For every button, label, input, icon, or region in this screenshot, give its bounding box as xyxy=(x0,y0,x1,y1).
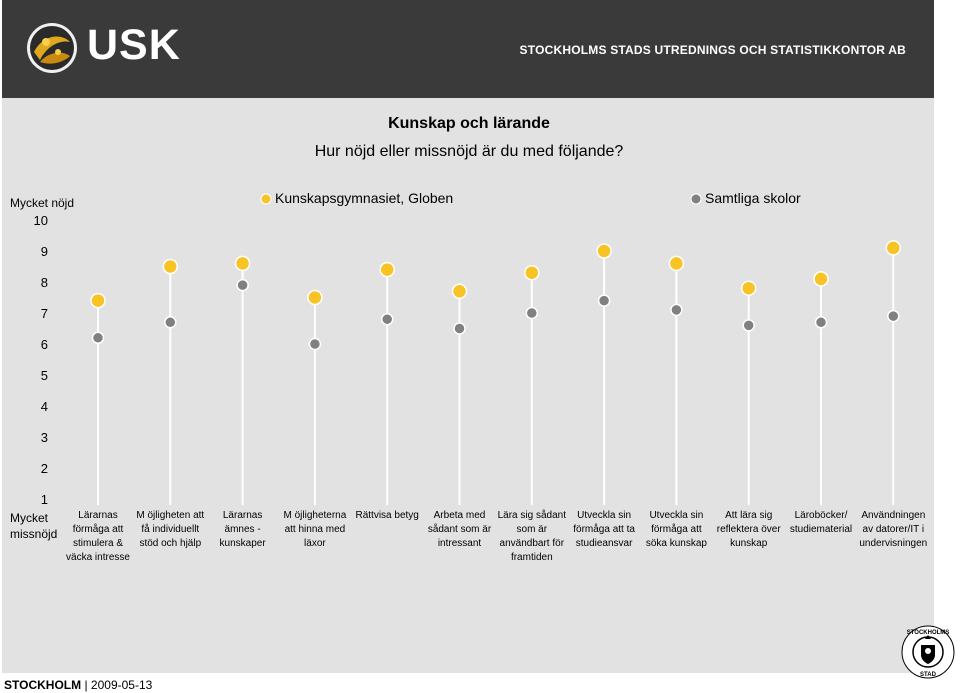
point-samtliga-skolor xyxy=(380,312,394,326)
legend-marker xyxy=(260,193,272,205)
chart-panel xyxy=(2,98,934,673)
point-samtliga-skolor xyxy=(887,309,900,323)
category-label: Läroböcker/ xyxy=(795,510,848,521)
footer-bar xyxy=(0,673,960,693)
point-kunskapsgymnasiet xyxy=(162,258,179,275)
category-label: av datorer/IT i xyxy=(863,524,925,535)
chart-plot: 1 2 3 4 5 6 7 8 9 10 Mycket nöjd Mycket missnöjd Kuns… xyxy=(10,190,927,563)
y-tick-label: 6 xyxy=(41,337,48,352)
point-samtliga-skolor xyxy=(453,322,466,335)
category-label: kunskaper xyxy=(220,538,267,549)
category-label: Lärarnas xyxy=(223,510,262,521)
y-tick-label: 7 xyxy=(41,306,48,321)
point-samtliga-skolor xyxy=(670,303,683,317)
y-top-label: Mycket nöjd xyxy=(10,196,74,210)
category-label: få individuellt xyxy=(141,523,199,535)
usk-logo-text: USK xyxy=(87,21,181,69)
category-label: som är xyxy=(517,524,548,535)
point-samtliga-skolor xyxy=(597,294,611,307)
category-label: Användningen xyxy=(861,510,925,521)
category-label: framtiden xyxy=(511,552,553,563)
category-label: stöd och hjälp xyxy=(139,538,201,549)
category-label: reflektera över xyxy=(717,524,782,535)
footer-text: STOCKHOLM | 2009-05-13 xyxy=(4,678,152,692)
footer-separator: | xyxy=(84,678,88,692)
category-label: att hinna med xyxy=(285,524,346,535)
y-tick-label: 5 xyxy=(41,368,48,383)
legend-label: Samtliga skolor xyxy=(705,190,801,206)
point-samtliga-skolor xyxy=(91,331,105,345)
category-label: ämnes - xyxy=(225,524,261,535)
category-label: Att lära sig xyxy=(725,510,772,521)
point-samtliga-skolor xyxy=(236,278,249,292)
category-label: Lära sig sådant xyxy=(498,509,567,521)
point-kunskapsgymnasiet xyxy=(596,243,612,259)
y-tick-label: 8 xyxy=(41,275,48,290)
footer-city: STOCKHOLM xyxy=(4,678,82,692)
category-label: studieansvar xyxy=(576,538,633,549)
point-samtliga-skolor xyxy=(525,306,539,320)
point-kunskapsgymnasiet xyxy=(307,289,323,306)
category-label: sådant som är xyxy=(428,523,492,535)
category-label: förmåga att xyxy=(651,523,702,535)
footer-date: 2009-05-13 xyxy=(90,678,153,692)
point-kunskapsgymnasiet xyxy=(813,271,829,287)
category-label: undervisningen xyxy=(859,538,927,549)
y-bottom-label: missnöjd xyxy=(10,527,57,541)
chart-title: Kunskap och lärande xyxy=(388,115,550,132)
category-label: Lärarnas xyxy=(78,510,117,521)
category-label: söka kunskap xyxy=(646,538,708,549)
point-kunskapsgymnasiet xyxy=(234,255,251,272)
category-label: Rättvisa betyg xyxy=(356,510,419,521)
point-samtliga-skolor xyxy=(308,337,322,351)
chart-subtitle: Hur nöjd eller missnöjd är du med följan… xyxy=(314,143,624,160)
right-margin xyxy=(934,0,960,693)
point-kunskapsgymnasiet xyxy=(451,283,468,300)
category-label: M öjligheterna xyxy=(283,510,346,521)
point-samtliga-skolor xyxy=(742,319,755,332)
category-label: väcka intresse xyxy=(66,552,130,563)
point-kunskapsgymnasiet xyxy=(524,264,540,281)
header-bar: USK STOCKHOLMS STADS UTREDNINGS OCH STAT… xyxy=(2,0,934,98)
svg-text:STAD: STAD xyxy=(920,672,937,678)
category-label: intressant xyxy=(438,538,482,549)
y-tick-label: 3 xyxy=(41,430,48,445)
point-samtliga-skolor xyxy=(164,316,177,329)
y-bottom-label: Mycket xyxy=(10,511,49,525)
svg-text:STOCKHOLMS: STOCKHOLMS xyxy=(907,630,950,636)
category-label: läxor xyxy=(304,538,326,549)
organization-name: STOCKHOLMS STADS UTREDNINGS OCH STATISTI… xyxy=(519,43,906,57)
category-label: användbart för xyxy=(500,538,565,549)
point-kunskapsgymnasiet xyxy=(90,292,106,309)
y-tick-label: 4 xyxy=(41,399,48,414)
category-label: stimulera & xyxy=(73,538,123,549)
legend-label: Kunskapsgymnasiet, Globen xyxy=(275,190,453,206)
legend-marker xyxy=(690,193,702,205)
category-label: förmåga att ta xyxy=(573,523,635,535)
category-label: M öjligheten att xyxy=(136,510,204,521)
category-label: Utveckla sin xyxy=(577,510,631,521)
category-label: Utveckla sin xyxy=(649,510,703,521)
y-tick-label: 2 xyxy=(41,461,48,476)
usk-emblem-icon xyxy=(27,23,77,73)
category-label: Arbeta med xyxy=(434,510,486,521)
y-tick-label: 1 xyxy=(41,492,48,507)
point-samtliga-skolor xyxy=(814,316,828,329)
point-kunskapsgymnasiet xyxy=(740,280,757,296)
point-kunskapsgymnasiet xyxy=(668,255,685,272)
category-label: kunskap xyxy=(730,538,768,549)
point-kunskapsgymnasiet xyxy=(885,240,902,256)
y-tick-label: 9 xyxy=(41,244,48,259)
category-label: förmåga att xyxy=(73,523,124,535)
stockholm-seal-icon: STOCKHOLMS STAD xyxy=(901,625,955,679)
category-label: studiematerial xyxy=(790,524,852,535)
y-tick-label: 10 xyxy=(34,213,48,228)
point-kunskapsgymnasiet xyxy=(379,261,395,278)
